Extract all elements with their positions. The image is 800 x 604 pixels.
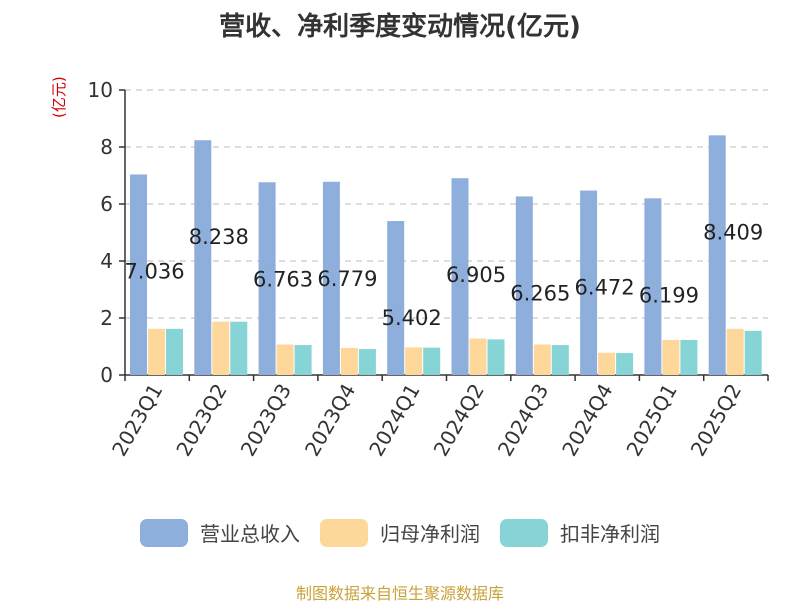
bar-deducted-profit [294,345,312,375]
legend-label-deducted-profit: 扣非净利润 [560,522,660,546]
bar-revenue [387,221,405,375]
x-tick-label: 2024Q4 [557,380,617,461]
data-label-revenue: 8.409 [703,220,763,244]
legend-item-net-profit[interactable]: 归母净利润 [320,518,480,547]
bar-revenue [644,198,662,375]
x-tick-label: 2023Q3 [236,380,296,461]
bar-revenue [194,140,212,375]
bar-deducted-profit [358,349,376,375]
data-label-revenue: 5.402 [382,306,442,330]
bar-net-profit [276,344,294,375]
x-tick-label: 2025Q1 [621,380,681,461]
x-tick-label: 2023Q2 [171,380,231,461]
bar-revenue [580,190,598,375]
bar-revenue [515,196,533,375]
data-label-revenue: 6.905 [446,263,506,287]
data-label-revenue: 6.265 [510,281,570,305]
legend-swatch-net-profit [320,518,368,547]
legend-label-net-profit: 归母净利润 [380,522,480,546]
legend-swatch-deducted-profit [500,518,548,547]
bar-revenue [258,182,276,375]
data-label-revenue: 6.763 [253,267,313,291]
x-tick-label: 2024Q2 [429,380,489,461]
legend-swatch-revenue [140,518,188,547]
bar-net-profit [212,321,230,375]
y-tick-label: 6 [100,192,113,216]
bar-chart: 0 2 4 6 8 10 2023Q1 7.036 2023Q2 8.238 2023Q3 6.763… [88,78,769,461]
bar-net-profit [469,338,487,375]
bar-revenue [708,135,726,375]
bar-deducted-profit [680,339,698,375]
chart-title: 营收、净利季度变动情况(亿元) [219,12,581,42]
data-label-revenue: 6.472 [575,276,635,300]
bar-net-profit [148,328,165,375]
bar-net-profit [340,347,358,375]
x-tick-label: 2023Q4 [300,380,360,461]
y-tick-label: 0 [100,363,113,387]
bar-deducted-profit [616,353,634,375]
bar-revenue [322,181,340,375]
x-tick-label: 2024Q3 [493,380,553,461]
y-tick-label: 2 [100,306,113,330]
legend-label-revenue: 营业总收入 [200,522,300,546]
bar-deducted-profit [230,321,248,375]
y-tick-label: 10 [88,78,113,102]
legend: 营业总收入 归母净利润 扣非净利润 [0,518,800,547]
legend-item-deducted-profit[interactable]: 扣非净利润 [500,518,660,547]
legend-item-revenue[interactable]: 营业总收入 [140,518,300,547]
bar-net-profit [533,344,551,375]
bar-deducted-profit [423,347,441,375]
y-tick-label: 4 [100,249,113,273]
data-label-revenue: 6.779 [317,267,377,291]
bar-deducted-profit [744,330,762,375]
data-label-revenue: 8.238 [189,225,249,249]
x-tick-label: 2025Q2 [686,380,746,461]
data-label-revenue: 6.199 [639,283,699,307]
x-tick-label: 2024Q1 [364,380,424,461]
bar-deducted-profit [551,345,569,375]
bar-revenue [130,174,147,375]
bar-revenue [451,178,469,375]
source-note: 制图数据来自恒生聚源数据库 [295,584,504,603]
bar-deducted-profit [487,339,505,375]
data-label-revenue: 7.036 [124,259,184,283]
bar-net-profit [598,352,616,375]
bar-net-profit [662,339,680,375]
bar-net-profit [405,347,423,375]
bar-deducted-profit [166,328,183,375]
y-tick-label: 8 [100,135,113,159]
bar-net-profit [726,328,744,375]
x-tick-label: 2023Q1 [107,380,167,461]
